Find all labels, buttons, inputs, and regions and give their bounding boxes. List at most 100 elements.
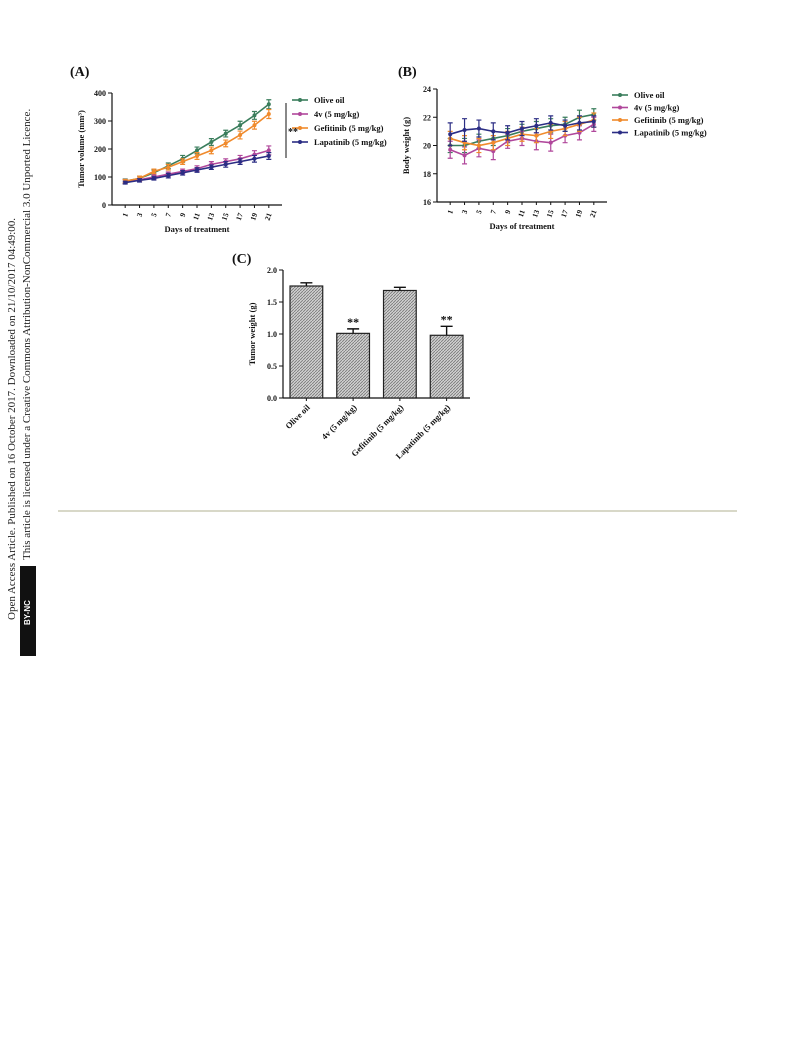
- data-point: [491, 140, 496, 145]
- data-point: [223, 131, 228, 136]
- cc-badge: BY-NC: [20, 566, 36, 656]
- y-tick-label: 0.5: [267, 362, 277, 371]
- x-tick-label: 19: [573, 208, 584, 218]
- panel-label: (C): [232, 252, 252, 267]
- x-tick-label: 11: [191, 211, 202, 221]
- data-point: [548, 120, 553, 125]
- y-tick-label: 22: [423, 113, 431, 122]
- panel-label: (B): [398, 65, 417, 80]
- x-tick-label: 13: [205, 211, 216, 221]
- x-tick-label: 13: [530, 208, 541, 218]
- legend-marker: [618, 118, 622, 122]
- y-tick-label: 0: [102, 201, 106, 210]
- data-point: [266, 102, 271, 107]
- x-tick-label: 5: [149, 211, 159, 218]
- error-bar: [440, 325, 453, 336]
- data-point: [252, 113, 257, 118]
- error-bar: [300, 282, 313, 286]
- data-point: [476, 143, 481, 148]
- data-point: [180, 159, 185, 164]
- y-tick-label: 16: [423, 198, 431, 207]
- data-point: [476, 126, 481, 131]
- data-point: [266, 112, 271, 116]
- x-tick-label: 7: [163, 211, 173, 218]
- x-tick-label: 9: [178, 211, 188, 218]
- x-tick-label: 17: [559, 208, 570, 218]
- data-point: [209, 148, 214, 153]
- data-point: [151, 169, 156, 174]
- y-tick-label: 300: [94, 117, 106, 126]
- error-bar: [347, 328, 360, 334]
- data-point: [223, 141, 228, 146]
- data-point: [548, 140, 553, 145]
- data-point: [252, 156, 257, 161]
- data-point: [448, 132, 453, 137]
- y-axis-label: Body weight (g): [401, 117, 411, 174]
- data-point: [166, 173, 171, 178]
- x-tick-label: 4v (5 mg/kg): [319, 402, 358, 441]
- legend-label: Gefitinib (5 mg/kg): [634, 115, 704, 125]
- data-point: [266, 154, 271, 158]
- x-tick-label: 19: [248, 211, 259, 221]
- y-tick-label: 20: [423, 142, 431, 151]
- data-point: [252, 123, 257, 128]
- data-point: [266, 148, 271, 153]
- legend-label: Olive oil: [634, 90, 665, 100]
- legend-label: Olive oil: [314, 95, 345, 105]
- x-tick-label: 11: [516, 208, 527, 218]
- x-axis-label: Days of treatment: [490, 221, 555, 231]
- x-tick-label: 7: [488, 208, 498, 215]
- x-tick-label: 21: [588, 208, 599, 218]
- legend-marker: [298, 140, 302, 144]
- y-tick-label: 0.0: [267, 394, 277, 403]
- y-axis-label: Tumor weight (g): [247, 302, 257, 365]
- y-axis-label: Tumor volume (mm³): [76, 110, 86, 188]
- panel-label: (A): [70, 65, 90, 80]
- y-tick-label: 1.0: [267, 330, 277, 339]
- x-tick-label: 1: [445, 208, 455, 215]
- legend-marker: [618, 93, 622, 97]
- data-point: [520, 126, 524, 131]
- data-point: [209, 165, 214, 170]
- x-tick-label: 3: [460, 208, 470, 215]
- legend-label: Gefitinib (5 mg/kg): [314, 123, 384, 133]
- x-tick-label: 15: [220, 211, 231, 221]
- y-tick-label: 200: [94, 145, 106, 154]
- data-point: [238, 133, 243, 137]
- data-point: [238, 123, 243, 128]
- x-tick-label: 15: [545, 208, 556, 218]
- data-point: [238, 159, 243, 164]
- legend-label: Lapatinib (5 mg/kg): [634, 128, 707, 138]
- y-tick-label: 2.0: [267, 266, 277, 275]
- y-tick-label: 1.5: [267, 298, 277, 307]
- legend-label: 4v (5 mg/kg): [314, 109, 360, 119]
- significance: **: [347, 315, 359, 329]
- error-bar: [393, 286, 406, 291]
- data-point: [563, 123, 568, 128]
- y-tick-label: 400: [94, 89, 106, 98]
- legend-label: Lapatinib (5 mg/kg): [314, 137, 387, 147]
- bar: [289, 285, 324, 399]
- x-tick-label: 17: [234, 211, 245, 221]
- data-point: [166, 165, 171, 170]
- data-point: [223, 162, 228, 167]
- data-point: [591, 119, 596, 124]
- legend-marker: [618, 105, 622, 110]
- x-tick-label: Olive oil: [283, 402, 312, 431]
- data-point: [448, 147, 453, 152]
- data-point: [462, 153, 467, 158]
- y-tick-label: 18: [423, 170, 431, 179]
- data-point: [195, 168, 199, 172]
- legend-marker: [298, 126, 302, 130]
- bar: [382, 289, 417, 399]
- data-point: [151, 176, 156, 181]
- data-point: [534, 123, 539, 128]
- data-point: [462, 127, 467, 132]
- legend-marker: [298, 98, 302, 102]
- data-point: [180, 170, 185, 175]
- data-point: [209, 140, 214, 144]
- x-tick-label: 3: [135, 211, 145, 218]
- annotation: **: [288, 127, 298, 138]
